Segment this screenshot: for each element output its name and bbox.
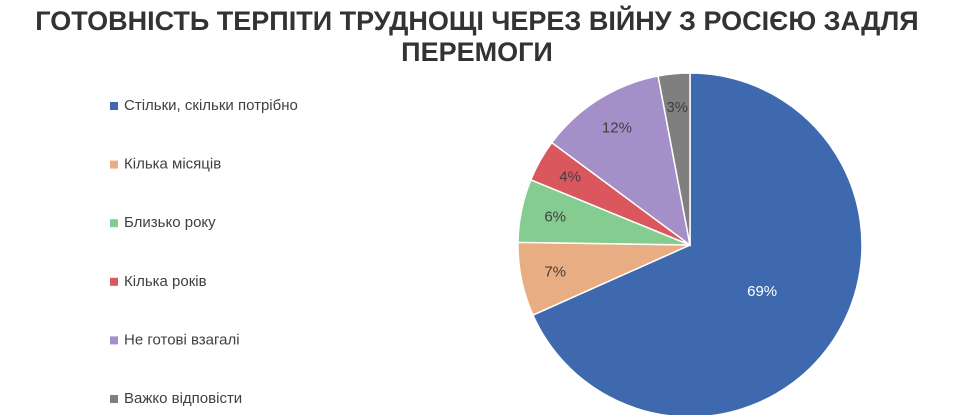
legend-marker xyxy=(110,395,118,403)
data-label: 12% xyxy=(602,119,632,136)
data-label: 3% xyxy=(666,99,688,116)
legend-label: Не готові взагалі xyxy=(124,331,240,348)
legend-label: Кілька місяців xyxy=(124,156,221,173)
legend-label: Важко відповісти xyxy=(124,390,242,407)
data-label: 7% xyxy=(544,264,566,281)
legend-label: Кілька років xyxy=(124,273,207,290)
pie-slice xyxy=(531,72,863,415)
legend-marker xyxy=(110,336,118,345)
legend-marker xyxy=(110,160,118,169)
pie-slice xyxy=(550,75,692,247)
legend-marker xyxy=(110,277,118,286)
pie-slice xyxy=(657,72,691,246)
legend-marker xyxy=(110,102,118,110)
chart-title: ГОТОВНІСТЬ ТЕРПІТИ ТРУДНОЩІ ЧЕРЕЗ ВІЙНУ … xyxy=(35,6,919,67)
legend-label: Стільки, скільки потрібно xyxy=(124,97,298,114)
data-label: 6% xyxy=(544,208,566,225)
legend-label: Близько року xyxy=(124,214,216,231)
legend-marker xyxy=(110,219,118,228)
data-label: 69% xyxy=(747,283,777,300)
data-label: 4% xyxy=(559,168,581,185)
